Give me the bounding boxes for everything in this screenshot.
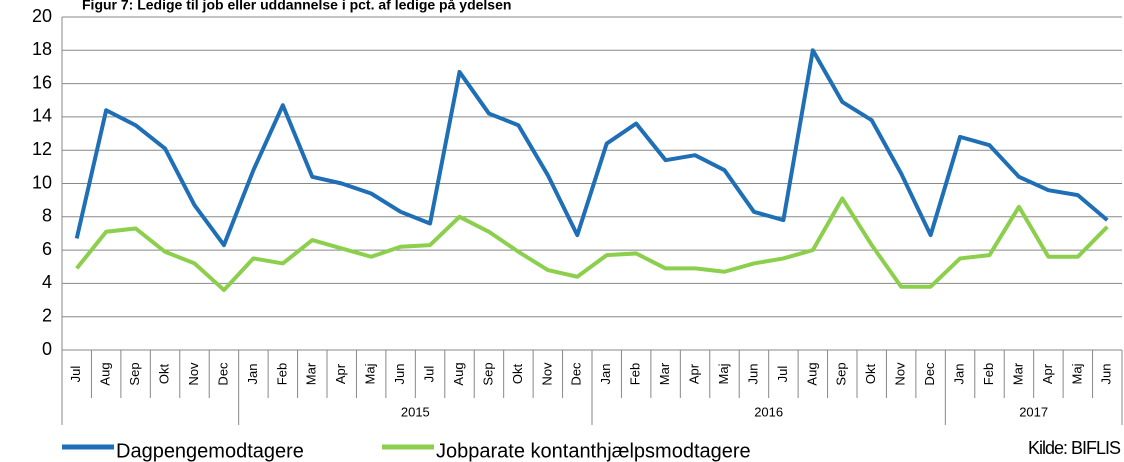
x-tick-label: Jun	[745, 364, 760, 385]
x-tick-label: Apr	[1040, 363, 1055, 384]
y-tick-label: 14	[32, 106, 52, 126]
x-tick-label: Feb	[274, 363, 289, 385]
x-tick-label: Feb	[981, 363, 996, 385]
x-tick-label: Nov	[539, 362, 554, 386]
legend-label: Jobparate kontanthjælpsmodtagere	[436, 440, 751, 462]
x-tick-label: Dec	[215, 362, 230, 386]
legend-label: Dagpengemodtagere	[116, 440, 304, 462]
y-tick-label: 10	[32, 172, 52, 192]
x-tick-label: Jan	[598, 364, 613, 385]
x-tick-label: Jan	[245, 364, 260, 385]
y-tick-label: 2	[42, 305, 52, 325]
x-tick-label: Mar	[304, 362, 319, 385]
series-line	[74, 48, 1109, 248]
x-tick-label: Aug	[98, 362, 113, 385]
x-tick-label: Dec	[569, 362, 584, 386]
source-note: Kilde: BIFLIS	[1028, 438, 1121, 458]
x-tick-label: Sep	[480, 362, 495, 385]
x-tick-label: Apr	[686, 363, 701, 384]
x-tick-label: Mar	[1010, 362, 1025, 385]
y-tick-label: 20	[32, 6, 52, 26]
x-group-label: 2017	[1019, 404, 1048, 419]
x-group-label: 2015	[401, 404, 430, 419]
x-tick-label: Apr	[333, 363, 348, 384]
x-tick-label: Okt	[156, 364, 171, 385]
x-tick-label: Jun	[1099, 364, 1114, 385]
x-tick-label: Aug	[804, 362, 819, 385]
x-tick-label: Okt	[863, 364, 878, 385]
x-tick-label: Feb	[628, 363, 643, 385]
chart-title: Figur 7: Ledige til job eller uddannelse…	[82, 0, 511, 13]
x-tick-label: Nov	[186, 362, 201, 386]
x-tick-label: Sep	[127, 362, 142, 385]
x-tick-label: Mar	[657, 362, 672, 385]
y-tick-label: 16	[32, 72, 52, 92]
x-tick-label: Jun	[392, 364, 407, 385]
y-tick-label: 12	[32, 139, 52, 159]
x-tick-label: Maj	[716, 363, 731, 384]
x-tick-label: Maj	[363, 363, 378, 384]
x-tick-label: Okt	[510, 364, 525, 385]
x-tick-label: Jan	[951, 364, 966, 385]
x-tick-label: Jul	[68, 366, 83, 383]
x-tick-label: Dec	[922, 362, 937, 386]
x-tick-label: Nov	[893, 362, 908, 386]
x-tick-label: Maj	[1069, 363, 1084, 384]
x-tick-label: Jul	[421, 366, 436, 383]
y-tick-label: 18	[32, 39, 52, 59]
y-tick-label: 0	[42, 339, 52, 359]
x-tick-label: Sep	[834, 362, 849, 385]
y-tick-label: 6	[42, 239, 52, 259]
x-tick-label: Jul	[775, 366, 790, 383]
x-tick-label: Aug	[451, 362, 466, 385]
y-tick-label: 4	[42, 272, 52, 292]
y-tick-label: 8	[42, 206, 52, 226]
x-group-label: 2016	[754, 404, 783, 419]
series-line	[75, 196, 1109, 293]
